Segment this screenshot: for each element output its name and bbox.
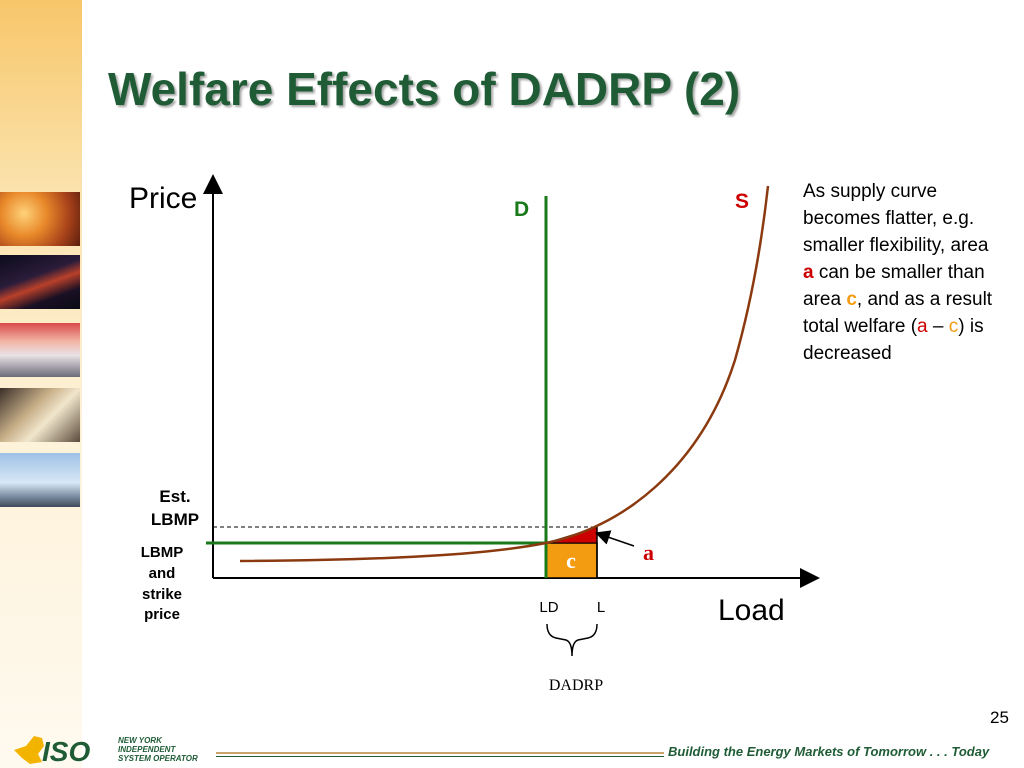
- area-a-label: a: [643, 540, 654, 565]
- dadrp-label: DADRP: [549, 677, 603, 694]
- x-axis-label: Load: [718, 594, 785, 627]
- lbmp-label-line1: LBMP: [141, 544, 184, 561]
- logo-text-line1: NEW YORK: [118, 736, 163, 745]
- description-area-a-bold: a: [803, 262, 814, 283]
- ld-label: LD: [539, 599, 558, 616]
- description-area-a: a: [917, 316, 928, 337]
- slide-title: Welfare Effects of DADRP (2): [108, 63, 741, 115]
- lbmp-label-line3: strike: [142, 586, 182, 603]
- logo-mark: ISO: [42, 736, 90, 767]
- description-part4: ) is decreased: [803, 316, 984, 364]
- y-axis-label: Price: [129, 182, 197, 215]
- supply-curve: [239, 185, 770, 563]
- l-label: L: [597, 599, 605, 616]
- nyiso-logo: ISO NEW YORK INDEPENDENT SYSTEM OPERATOR: [14, 736, 198, 767]
- photo-transmission-tower: [0, 192, 80, 246]
- dadrp-brace: [546, 623, 598, 657]
- slide-number: 25: [990, 708, 1009, 727]
- ny-state-shape-icon: [14, 736, 44, 764]
- photo-control-room: [0, 388, 80, 442]
- description-part3: , and as a result total welfare (: [803, 289, 993, 337]
- demand-label: D: [514, 198, 529, 221]
- description-area-c-bold: c: [846, 289, 857, 310]
- footer-divider-gold: [216, 752, 664, 754]
- area-c: [545, 542, 598, 579]
- footer-tagline: Building the Energy Markets of Tomorrow …: [668, 744, 990, 759]
- photo-motion-blur: [0, 323, 80, 377]
- photo-skyline: [0, 453, 80, 507]
- supply-label: S: [735, 190, 749, 213]
- est-lbmp-label-line1: Est.: [159, 487, 190, 506]
- description-text: As supply curve becomes flatter, e.g. sm…: [803, 178, 993, 367]
- description-part2: can be smaller than area: [803, 262, 985, 310]
- logo-text-line2: INDEPENDENT: [118, 745, 176, 754]
- description-area-c: c: [948, 316, 959, 337]
- area-c-label: c: [566, 548, 576, 573]
- lbmp-label-line4: price: [144, 606, 180, 623]
- description-dash: –: [927, 316, 949, 337]
- footer-divider-green: [216, 756, 664, 757]
- logo-text-line3: SYSTEM OPERATOR: [118, 754, 198, 763]
- lbmp-label-line2: and: [149, 565, 176, 582]
- left-decorative-strip: [0, 0, 82, 768]
- description-part1: As supply curve becomes flatter, e.g. sm…: [803, 181, 989, 256]
- area-a-pointer: [594, 530, 635, 547]
- est-lbmp-label-line2: LBMP: [151, 510, 199, 529]
- photo-city-night: [0, 255, 80, 309]
